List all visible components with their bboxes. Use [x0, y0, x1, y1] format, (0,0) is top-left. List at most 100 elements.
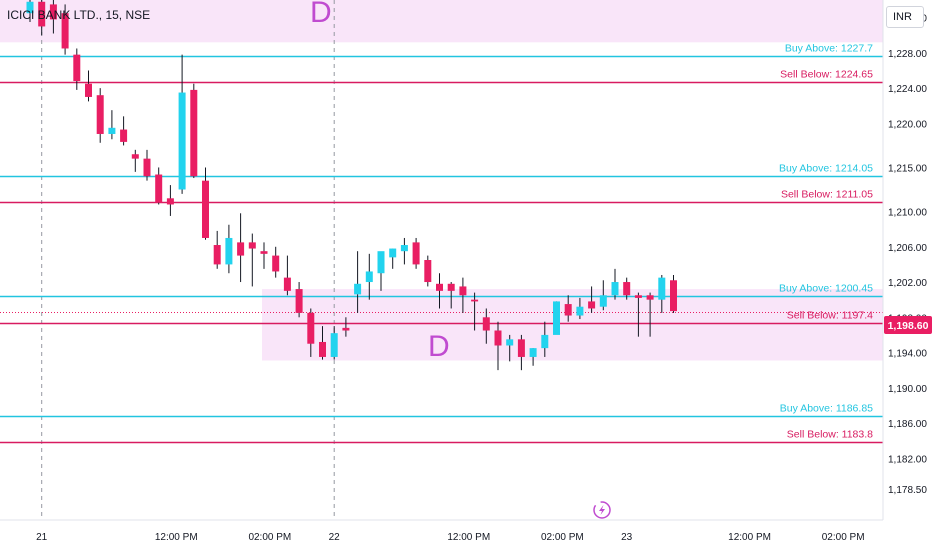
symbol-header: ICICI BANK LTD., 15, NSE [7, 8, 150, 22]
sell-level-label: Sell Below: 1197.4 [787, 310, 873, 322]
candle[interactable] [143, 149, 151, 181]
candle[interactable] [354, 251, 362, 313]
pattern-marker-d-top: D [310, 0, 332, 29]
candle[interactable] [623, 277, 631, 300]
candle[interactable] [611, 268, 619, 300]
price-tick-label: 1,215.00 [888, 163, 927, 174]
time-axis[interactable]: 21 12:00 PM 02:00 PM 22 12:00 PM 02:00 PM 23 12… [36, 532, 864, 543]
candle-body-down [459, 286, 467, 296]
candle[interactable] [389, 248, 397, 269]
candle[interactable] [564, 295, 572, 322]
candle[interactable] [330, 326, 338, 360]
candle[interactable] [658, 274, 666, 313]
candle-body-up [108, 127, 116, 134]
candle[interactable] [248, 233, 256, 287]
candle-body-down [38, 1, 46, 27]
candle[interactable] [506, 334, 514, 362]
time-tick-label: 12:00 PM [155, 532, 198, 543]
candles-layer[interactable] [26, 0, 678, 371]
lightning-bolt-icon[interactable] [593, 501, 611, 519]
candle[interactable] [494, 321, 502, 371]
time-tick-label: 02:00 PM [248, 532, 291, 543]
candle-body-up [611, 282, 619, 296]
candle[interactable] [166, 185, 174, 216]
candle[interactable] [377, 251, 385, 291]
last-price-label: 1,198.60 [888, 320, 929, 332]
candle-body-down [634, 295, 642, 298]
candle[interactable] [108, 110, 116, 140]
candle[interactable] [553, 301, 560, 335]
candle[interactable] [319, 326, 326, 360]
candle-body-down [237, 242, 245, 256]
candle[interactable] [541, 321, 549, 357]
candle[interactable] [85, 70, 92, 102]
candle[interactable] [529, 348, 537, 366]
candle[interactable] [61, 4, 69, 55]
candle-body-down [517, 339, 525, 357]
candle[interactable] [400, 237, 408, 265]
candle-body-up [529, 348, 537, 357]
candle-body-down [436, 283, 443, 291]
candle[interactable] [120, 116, 128, 146]
candle[interactable] [447, 282, 455, 309]
candle[interactable] [190, 83, 198, 179]
sell-level-label: Sell Below: 1183.8 [787, 429, 873, 441]
candle-body-up [330, 333, 338, 357]
candle[interactable] [38, 0, 46, 36]
candle-body-down [623, 282, 631, 296]
price-axis[interactable]: 1,178.50 1,182.00 1,186.00 1,190.00 1,194.00… [888, 14, 927, 497]
candle[interactable] [155, 167, 163, 205]
candle[interactable] [202, 167, 209, 240]
candle-body-down [588, 301, 596, 309]
candle-body-down [49, 4, 57, 20]
buy-level-label: Buy Above: 1227.7 [785, 43, 873, 55]
candle[interactable] [178, 54, 186, 194]
candle[interactable] [576, 297, 584, 320]
candle-body-down [73, 54, 81, 82]
price-tick-label: 1,194.00 [888, 349, 927, 360]
price-tick-label: 1,202.00 [888, 278, 927, 289]
candle[interactable] [307, 308, 315, 357]
candle-body-up [506, 339, 514, 346]
candle-body-down [155, 174, 163, 203]
candle[interactable] [424, 255, 432, 287]
candle[interactable] [646, 292, 654, 337]
candle[interactable] [471, 292, 479, 331]
time-tick-label: 23 [621, 532, 633, 543]
candle[interactable] [599, 280, 607, 311]
candle[interactable] [436, 273, 443, 309]
currency-selector[interactable]: INR [886, 6, 924, 28]
candle[interactable] [213, 230, 221, 269]
price-tick-label: 1,206.00 [888, 243, 927, 254]
candle[interactable] [517, 334, 525, 371]
candle-body-up [354, 283, 362, 295]
time-tick-label: 21 [36, 532, 48, 543]
candle[interactable] [588, 286, 596, 313]
candle[interactable] [96, 88, 104, 143]
candle[interactable] [634, 292, 642, 337]
candle[interactable] [26, 0, 34, 23]
candle-body-down [272, 255, 280, 272]
candle[interactable] [365, 253, 373, 300]
candle[interactable] [73, 48, 81, 90]
candle[interactable] [260, 242, 268, 269]
candle[interactable] [412, 237, 420, 269]
candle[interactable] [482, 308, 490, 344]
candle[interactable] [342, 317, 350, 337]
candle[interactable] [670, 274, 677, 313]
candle-body-up [553, 301, 560, 335]
candle[interactable] [283, 255, 291, 296]
currency-label: INR [893, 11, 912, 23]
candle[interactable] [131, 149, 139, 172]
candle[interactable] [237, 213, 245, 283]
candle[interactable] [295, 282, 303, 318]
candle[interactable] [225, 224, 233, 274]
candle[interactable] [272, 246, 280, 278]
candle-body-down [482, 317, 490, 331]
time-tick-label: 02:00 PM [541, 532, 584, 543]
price-tick-label: 1,190.00 [888, 384, 927, 395]
candle[interactable] [49, 0, 57, 34]
candle[interactable] [459, 277, 467, 313]
